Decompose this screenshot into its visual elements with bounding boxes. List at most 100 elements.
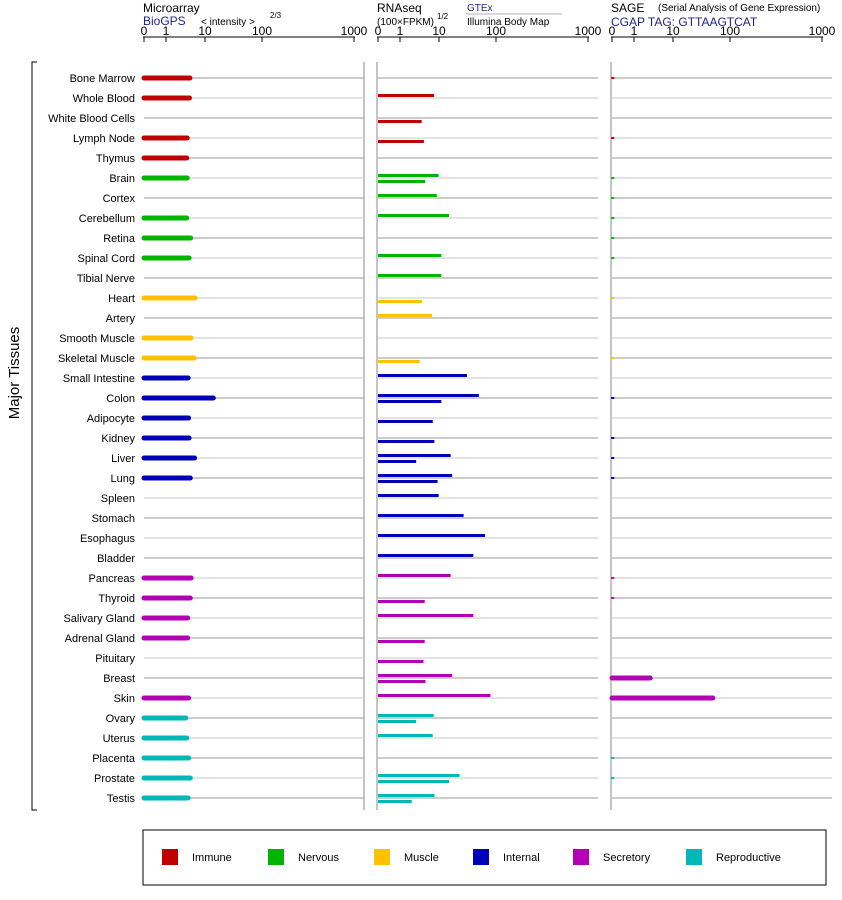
legend-swatch — [374, 849, 390, 865]
rnaseq-gtex-bar — [378, 314, 432, 317]
legend-label: Immune — [192, 852, 232, 864]
rnaseq-gtex-bar — [378, 174, 439, 177]
tissue-row: Spleen — [101, 493, 832, 505]
tissue-label: Small Intestine — [63, 373, 135, 385]
tissue-row: Bladder — [97, 553, 832, 565]
sage-subtitle: (Serial Analysis of Gene Expression) — [658, 3, 820, 14]
tissue-label: Spinal Cord — [78, 253, 135, 265]
rnaseq-gtex-bar — [378, 374, 468, 377]
tissue-label: Thyroid — [98, 593, 135, 605]
rnaseq-ibm-bar — [378, 120, 422, 123]
rnaseq-gtex-bar — [378, 254, 442, 257]
tissue-row: Tibial Nerve — [77, 273, 832, 285]
tissue-label: Adrenal Gland — [65, 633, 135, 645]
legend-item-nervous: Nervous — [268, 849, 339, 865]
legend: Immune Nervous Muscle Internal Secretory Repr… — [162, 849, 781, 865]
rnaseq-gtex-bar — [378, 714, 434, 717]
tissue-row: Retina — [103, 233, 832, 245]
tissue-row: Lymph Node — [73, 133, 832, 145]
sage-tick-label: 0 — [609, 24, 616, 38]
tissue-row: Kidney — [101, 433, 832, 445]
tissue-label: Esophagus — [80, 533, 136, 545]
tissue-row: Stomach — [92, 513, 832, 525]
tissue-row: Adipocyte — [87, 413, 832, 425]
tissue-row: Salivary Gland — [63, 613, 832, 625]
rnaseq-gtex-bar — [378, 194, 437, 197]
tissue-label: Whole Blood — [73, 93, 135, 105]
microarray-unit-exponent: 2/3 — [270, 11, 282, 20]
tissue-row: Pancreas — [89, 573, 832, 585]
legend-label: Nervous — [298, 852, 339, 864]
rnaseq-ibm-bar — [378, 360, 410, 363]
rnaseq-header: RNAseq (100×FPKM) 1/2 GTEx Illumina Body… — [377, 1, 562, 28]
tissue-label: Tibial Nerve — [77, 273, 135, 285]
legend-swatch — [573, 849, 589, 865]
legend-item-secretory: Secretory — [573, 849, 651, 865]
tissue-label: Smooth Muscle — [59, 333, 135, 345]
tissue-row: Placenta — [92, 753, 832, 765]
y-axis-label: Major Tissues — [6, 327, 23, 420]
tissue-row: Colon — [106, 393, 832, 405]
tissue-row: Prostate — [94, 773, 832, 785]
legend-swatch — [162, 849, 178, 865]
tissue-row: Testis — [107, 793, 832, 805]
sage-tick-label: 100 — [720, 24, 740, 38]
tissue-row: Bone Marrow — [70, 73, 832, 85]
rnaseq-gtex-bar — [378, 514, 464, 517]
legend-item-reproductive: Reproductive — [686, 849, 781, 865]
microarray-tick-label: 0 — [141, 24, 148, 38]
rnaseq-gtex-bar — [378, 494, 439, 497]
microarray-unit: < intensity > — [201, 17, 255, 28]
rnaseq-gtex-bar — [378, 694, 491, 697]
rnaseq-gtex-bar — [378, 454, 451, 457]
tissue-label: Lymph Node — [73, 133, 135, 145]
rnaseq-gtex-bar — [378, 554, 474, 557]
tissue-label: Skeletal Muscle — [58, 353, 135, 365]
rnaseq-ibm-bar — [378, 440, 425, 443]
tissue-label: Testis — [107, 793, 136, 805]
rnaseq-gtex-bar — [378, 574, 451, 577]
legend-swatch — [473, 849, 489, 865]
axes-layer: 0 1 10 100 1000 0 1 10 100 1000 0 1 10 100 1000 — [141, 24, 836, 810]
rnaseq-gtex-bar — [378, 734, 433, 737]
legend-label: Muscle — [404, 852, 439, 864]
tissue-label: White Blood Cells — [48, 113, 135, 125]
rnaseq-ibm-bar — [378, 600, 415, 603]
tissue-label: Kidney — [101, 433, 135, 445]
tissue-label: Ovary — [106, 713, 136, 725]
microarray-axis: 0 1 10 100 1000 — [141, 24, 368, 810]
rnaseq-ibm-bar — [378, 180, 426, 183]
tissue-label: Spleen — [101, 493, 135, 505]
microarray-header: Microarray BioGPS < intensity > 2/3 — [143, 1, 282, 28]
rnaseq-ibm-bar — [378, 780, 450, 783]
tissue-label: Brain — [109, 173, 135, 185]
rnaseq-ibm-bar — [378, 480, 438, 483]
sage-tick-label: 1 — [631, 24, 638, 38]
rnaseq-ibm-bar — [378, 420, 422, 423]
microarray-tick-label: 1000 — [341, 24, 368, 38]
legend-swatch — [268, 849, 284, 865]
tissue-row: Artery — [106, 313, 832, 325]
sage-axis: 0 1 10 100 1000 — [609, 24, 836, 810]
legend-swatch — [686, 849, 702, 865]
rnaseq-gtex-bar — [378, 794, 435, 797]
tissue-row: Brain — [109, 173, 832, 185]
rnaseq-ibm-bar — [378, 400, 442, 403]
tissue-label: Stomach — [92, 513, 135, 525]
tissue-label: Placenta — [92, 753, 136, 765]
rnaseq-ibm-bar — [378, 660, 424, 663]
legend-label: Internal — [503, 852, 540, 864]
legend-label: Secretory — [603, 852, 651, 864]
rnaseq-tick-label: 0 — [375, 24, 382, 38]
tissue-label: Breast — [103, 673, 135, 685]
tissue-row: Thymus — [96, 153, 832, 165]
tissue-label: Artery — [106, 313, 136, 325]
tissue-row: Adrenal Gland — [65, 633, 832, 645]
tissue-row: Whole Blood — [73, 93, 832, 105]
rnaseq-gtex-bar — [378, 674, 453, 677]
rnaseq-gtex-bar — [378, 534, 485, 537]
tissue-row: Skin — [114, 693, 832, 705]
tissue-label: Pituitary — [95, 653, 135, 665]
tissue-label: Cerebellum — [79, 213, 135, 225]
